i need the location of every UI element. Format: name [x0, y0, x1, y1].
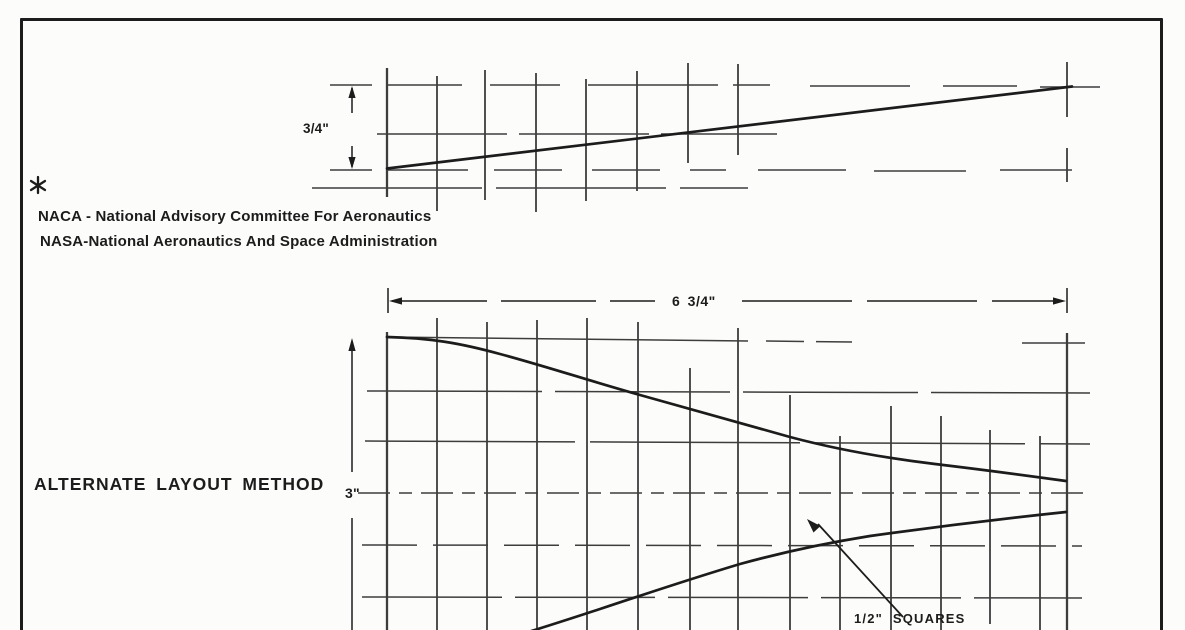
width-dim-label: 6 3/4"	[672, 293, 716, 309]
naca-definition: NACA - National Advisory Committee For A…	[38, 208, 432, 225]
alternate-layout-diagram	[348, 288, 1091, 630]
arrowhead-up-icon	[348, 338, 356, 351]
lower-contour-curve	[530, 510, 1068, 630]
height-dim-label: 3"	[345, 485, 360, 501]
arrowhead-up-icon	[348, 86, 356, 98]
width-dimension	[387, 288, 1068, 313]
height-dimension-top	[348, 86, 356, 169]
nasa-definition: NASA-National Aeronautics And Space Admi…	[40, 233, 438, 250]
arrowhead-icon	[807, 519, 821, 533]
grid-lines-bottom	[358, 318, 1091, 630]
alternate-method-title: ALTERNATE LAYOUT METHOD	[34, 474, 325, 494]
page-border	[20, 18, 1163, 630]
upper-contour-curve	[385, 335, 1068, 483]
taper-line	[385, 85, 1074, 170]
squares-pointer-arrow	[807, 519, 904, 618]
height-dimension	[348, 338, 356, 630]
height-dim-label-top: 3/4"	[303, 121, 329, 136]
arrowhead-right-icon	[1053, 297, 1066, 305]
arrowhead-down-icon	[348, 157, 356, 169]
grid-lines-top	[312, 62, 1100, 212]
grid-squares-note: 1/2" SQUARES	[854, 611, 966, 626]
straight-taper-diagram	[312, 62, 1100, 212]
arrowhead-left-icon	[389, 297, 402, 305]
asterisk-icon	[29, 175, 47, 195]
